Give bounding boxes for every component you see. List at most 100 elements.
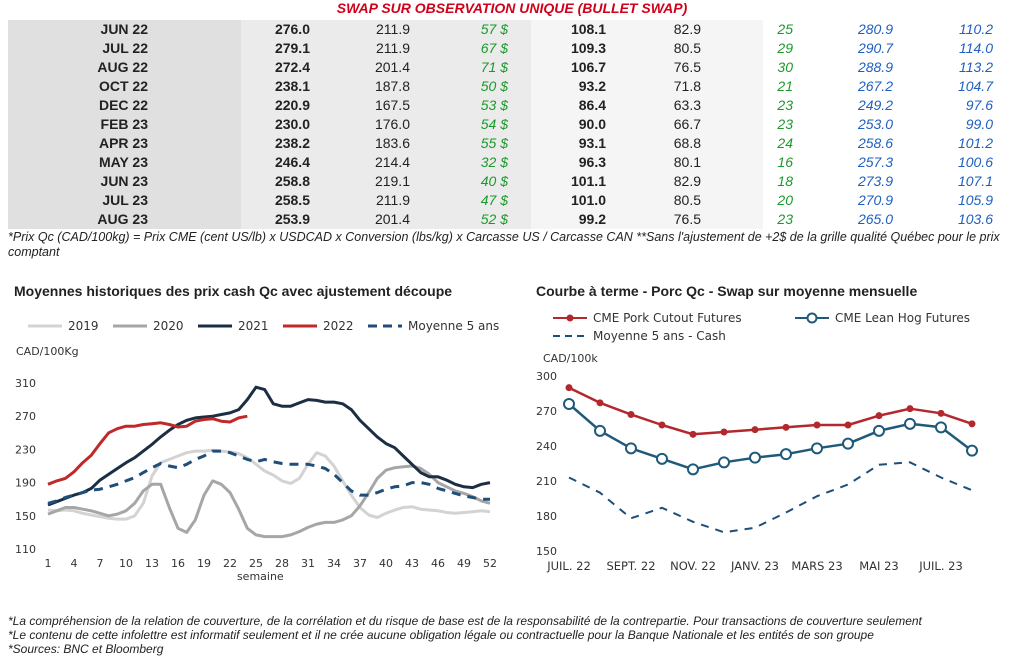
x-tick-label: JUIL. 22 xyxy=(546,559,591,573)
table-cell: 253.0 xyxy=(857,116,893,132)
data-point xyxy=(596,399,604,407)
table-cell: 187.8 xyxy=(374,78,410,94)
footer-line-3: *Sources: BNC et Bloomberg xyxy=(8,642,164,656)
x-tick-label: 16 xyxy=(171,557,185,570)
table-cell: 107.1 xyxy=(957,173,993,189)
table-row: APR 23 238.2 183.6 55 $ 93.1 68.8 24 258.6 101.2 xyxy=(8,134,1018,153)
table-cell: 113.2 xyxy=(959,59,993,75)
table-cell: 246.4 xyxy=(274,154,310,170)
data-point xyxy=(937,409,945,417)
table-footnote: *Prix Qc (CAD/100kg) = Prix CME (cent US… xyxy=(8,230,1000,259)
table-cell: 21 xyxy=(777,78,793,94)
legend-label: 2019 xyxy=(68,319,99,333)
x-tick-label: 40 xyxy=(379,557,393,570)
table-cell: 86.4 xyxy=(578,97,606,113)
x-tick-label: 19 xyxy=(197,557,211,570)
legend-label: 2022 xyxy=(323,319,354,333)
table-cell: 211.9 xyxy=(376,192,410,208)
table-cell: 230.0 xyxy=(274,116,310,132)
table-cell: 276.0 xyxy=(274,21,310,37)
table-row: DEC 22 220.9 167.5 53 $ 86.4 63.3 23 249.2 97.6 xyxy=(8,96,1018,115)
table-cell: 82.9 xyxy=(673,173,701,189)
x-tick-label: 34 xyxy=(327,557,341,570)
x-tick-label: 22 xyxy=(223,557,237,570)
table-cell: 24 xyxy=(777,135,793,151)
table-cell: 63.3 xyxy=(673,97,701,113)
y-tick-label: 270 xyxy=(536,405,557,418)
legend-marker xyxy=(566,314,574,322)
data-point xyxy=(811,442,823,455)
legend-label: CME Pork Cutout Futures xyxy=(593,311,742,325)
table-cell: 52 $ xyxy=(480,211,508,227)
table-cell: 267.2 xyxy=(857,78,893,94)
data-point xyxy=(842,437,854,450)
x-tick-label: 25 xyxy=(249,557,263,570)
y-tick-label: 190 xyxy=(15,477,36,490)
table-cell: 109.3 xyxy=(570,40,606,56)
table-cell: 23 xyxy=(777,211,793,227)
forward-curve-chart: CME Pork Cutout Futures CME Lean Hog Futu… xyxy=(536,311,978,573)
table-cell: MAY 23 xyxy=(98,154,148,170)
table-cell: 90.0 xyxy=(578,116,606,132)
table-cell: 16 xyxy=(777,154,793,170)
data-point xyxy=(594,424,606,437)
table-cell: 80.1 xyxy=(673,154,701,170)
data-point xyxy=(904,417,916,430)
data-point xyxy=(844,421,852,429)
table-cell: 99.0 xyxy=(965,116,993,132)
data-point xyxy=(968,420,976,428)
table-cell: 183.6 xyxy=(374,135,410,151)
legend-label: CME Lean Hog Futures xyxy=(835,311,970,325)
table-cell: 238.2 xyxy=(274,135,310,151)
table-row: AUG 23 253.9 201.4 52 $ 99.2 76.5 23 265.0 103.6 xyxy=(8,210,1018,229)
x-tick-label: 43 xyxy=(405,557,419,570)
table-cell: FEB 23 xyxy=(100,116,148,132)
table-cad-column-bg xyxy=(241,20,531,229)
data-point xyxy=(751,426,759,434)
table-cell: 272.4 xyxy=(274,59,310,75)
table-cell: 80.5 xyxy=(673,192,701,208)
data-point xyxy=(906,405,914,413)
table-cell: 68.8 xyxy=(673,135,701,151)
table-cell: 258.6 xyxy=(857,135,893,151)
table-cell: 176.0 xyxy=(374,116,410,132)
x-tick-label: 13 xyxy=(145,557,159,570)
data-point xyxy=(935,421,947,434)
x-tick-label: 7 xyxy=(97,557,104,570)
table-cell: 219.1 xyxy=(374,173,410,189)
table-cell: 211.9 xyxy=(376,21,410,37)
table-cell: 288.9 xyxy=(857,59,893,75)
table-cell: 40 $ xyxy=(480,173,508,189)
table-cell: 67 $ xyxy=(480,40,508,56)
table-cell: 101.0 xyxy=(570,192,606,208)
table-cell: JUN 22 xyxy=(100,21,148,37)
table-cell: 53 $ xyxy=(480,97,508,113)
table-cell: AUG 22 xyxy=(97,59,148,75)
table-cell: 100.6 xyxy=(957,154,993,170)
table-row: MAY 23 246.4 214.4 32 $ 96.3 80.1 16 257.3 100.6 xyxy=(8,153,1018,172)
table-cell: 23 xyxy=(777,116,793,132)
table-usd-column-bg xyxy=(531,20,763,229)
table-row: JUN 22 276.0 211.9 57 $ 108.1 82.9 25 280.9 110.… xyxy=(8,20,1018,39)
table-cell: 71 $ xyxy=(480,59,508,75)
x-tick-label: JANV. 23 xyxy=(730,559,779,573)
x-tick-label: 10 xyxy=(119,557,133,570)
table-cell: 238.1 xyxy=(274,78,310,94)
table-cell: 211.9 xyxy=(376,40,410,56)
y-tick-label: 270 xyxy=(15,410,36,423)
table-cell: 93.1 xyxy=(578,135,606,151)
legend-label: Moyenne 5 ans - Cash xyxy=(593,329,726,343)
table-cell: 220.9 xyxy=(274,97,310,113)
x-tick-label: 28 xyxy=(275,557,289,570)
table-cell: 20 xyxy=(777,192,793,208)
data-point xyxy=(563,398,575,410)
data-point xyxy=(813,421,821,429)
data-point xyxy=(718,456,730,469)
table-cell: 108.1 xyxy=(570,21,606,37)
table-cell: JUL 23 xyxy=(102,192,148,208)
x-tick-label: 4 xyxy=(71,557,78,570)
table-row: FEB 23 230.0 176.0 54 $ 90.0 66.7 23 253.0 99.0 xyxy=(8,115,1018,134)
table-cell: 258.8 xyxy=(274,173,310,189)
table-cell: 273.9 xyxy=(857,173,893,189)
table-cell: 55 $ xyxy=(480,135,508,151)
